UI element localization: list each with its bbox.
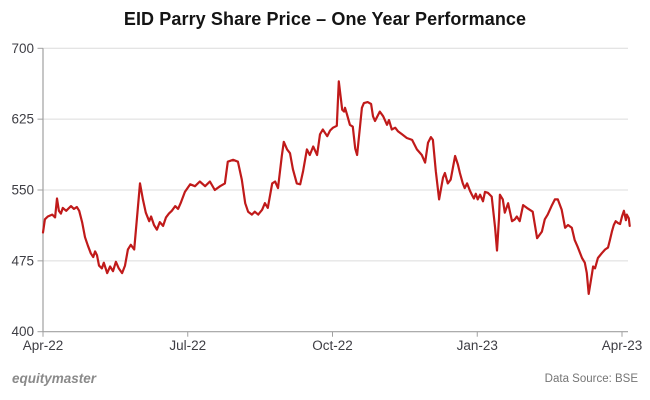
y-tick-label-625: 625: [11, 112, 34, 127]
x-tick-label-Jan-23: Jan-23: [457, 338, 498, 353]
brand-logo: equitymaster: [12, 371, 97, 386]
y-tick-label-700: 700: [11, 41, 34, 56]
x-tick-label-Apr-22: Apr-22: [23, 338, 64, 353]
y-tick-label-550: 550: [11, 183, 34, 198]
y-tick-label-400: 400: [11, 324, 34, 339]
x-tick-label-Oct-22: Oct-22: [312, 338, 353, 353]
x-tick-label-Jul-22: Jul-22: [169, 338, 206, 353]
y-tick-label-475: 475: [11, 253, 34, 268]
x-tick-label-Apr-23: Apr-23: [602, 338, 643, 353]
price-line-series: [41, 80, 631, 295]
data-source-label: Data Source: BSE: [544, 373, 638, 385]
chart-title: EID Parry Share Price – One Year Perform…: [123, 9, 527, 29]
